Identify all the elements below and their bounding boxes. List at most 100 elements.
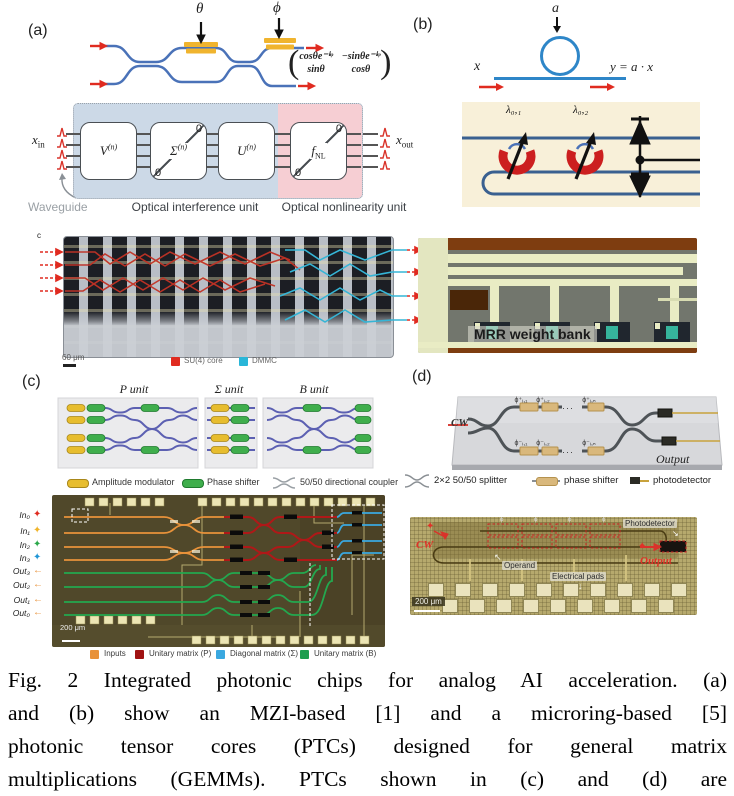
chip-c-unitary-p-traces bbox=[224, 516, 337, 561]
matrix-block-v: V(n) bbox=[80, 122, 137, 180]
phase-shifter-legend-label: phase shifter bbox=[564, 475, 619, 486]
chip-d-cw-label: CW bbox=[416, 539, 434, 551]
panel-c-label: (c) bbox=[22, 373, 41, 390]
panel-a-label: (a) bbox=[28, 22, 48, 39]
chip-b-micrograph: MRR weight bank bbox=[418, 238, 697, 353]
chip-c-micrograph: 200 μm bbox=[52, 495, 385, 647]
directional-coupler-icon bbox=[272, 477, 296, 489]
input-star-icon: ✦ bbox=[33, 539, 42, 550]
chip-d-photodetector-label: Photodetector bbox=[623, 519, 677, 528]
chip-c-p-modulators bbox=[230, 514, 334, 562]
matrix-a12: −sinθe⁻ⁱᵠ bbox=[341, 50, 381, 62]
unitary-b-swatch bbox=[300, 650, 309, 659]
nonlinearity-unit-label: Optical nonlinearity unit bbox=[281, 200, 407, 214]
b-unit-waveguides bbox=[266, 407, 371, 451]
theta-phase-shifter-icon bbox=[184, 42, 218, 54]
lambda-01-label: λ₀,₁ bbox=[506, 104, 522, 116]
waveguide-label: Waveguide bbox=[28, 200, 88, 214]
photodetector-legend-label: photodetector bbox=[653, 475, 712, 486]
su4-core-traces bbox=[65, 251, 301, 293]
su4-core-legend-label: SU(4) core bbox=[184, 356, 223, 365]
dmmc-swatch bbox=[239, 357, 248, 366]
inputs-swatch bbox=[90, 650, 99, 659]
chip-c-input-0: In₀ ✦ bbox=[19, 509, 42, 521]
ring-input-label: x bbox=[474, 59, 481, 74]
matrix-block-u: U(n) bbox=[218, 122, 275, 180]
output-pulses-icon bbox=[380, 127, 390, 170]
p-unit-modulators bbox=[66, 404, 160, 454]
phase-top-n-label: ϕ⁺ᵢ,ₙ bbox=[582, 397, 596, 404]
output-arrow-icon: ← bbox=[33, 565, 43, 576]
ring-equation: y = a · x bbox=[610, 59, 654, 74]
phi-label: ϕ bbox=[273, 0, 281, 16]
output-arrow-icon: ← bbox=[33, 594, 43, 605]
chip-c-input-1: In₁ ✦ bbox=[20, 525, 42, 537]
panel-b-label: (b) bbox=[413, 16, 433, 33]
phase-bottom-n-label: ϕ⁻ᵢ,ₙ bbox=[582, 440, 596, 447]
operand-pointer-icon: ↖ bbox=[494, 552, 502, 562]
theta-arrow-icon bbox=[196, 22, 206, 45]
phase-bottom-2-label: ϕ⁻ᵢ,₂ bbox=[536, 440, 550, 447]
diagonal-legend-label: Diagonal matrix (Σ) bbox=[230, 649, 299, 658]
mzi-schematic bbox=[90, 18, 325, 91]
chip-d-scalebar-label: 200 μm bbox=[412, 597, 445, 606]
caption-line: photonic tensor cores (PTCs) designed fo… bbox=[8, 734, 727, 758]
diagonal-swatch bbox=[216, 650, 225, 659]
matrix-close-paren: ) bbox=[380, 44, 392, 81]
chip-d-operand-label: Operand bbox=[502, 561, 538, 570]
chip-c-unitary-b-traces bbox=[64, 564, 333, 616]
chip-d-cw-marker-icon: ✦ bbox=[426, 521, 435, 532]
chip-d-operand-boxes bbox=[487, 523, 621, 549]
p-unit-header: P unit bbox=[119, 382, 149, 396]
chip-c-input-traces bbox=[64, 516, 224, 561]
chip-d-phi-mark: ϕ bbox=[500, 517, 504, 523]
x-out-label: xout bbox=[396, 132, 414, 150]
su4-core-swatch bbox=[171, 357, 180, 366]
chip-d-output-label: Output bbox=[640, 555, 672, 567]
cw-label: CW bbox=[451, 417, 469, 429]
b-unit-modulators bbox=[302, 404, 372, 454]
amplitude-modulator-label: Amplitude modulator bbox=[92, 477, 175, 487]
directional-coupler-label: 50/50 directional coupler bbox=[300, 477, 399, 487]
output-arrows-icon bbox=[298, 43, 325, 91]
output-arrow-icon: ← bbox=[33, 607, 43, 618]
gain-label: a bbox=[552, 1, 559, 16]
chip-a-corner-label: c bbox=[37, 231, 41, 240]
phase-top-1-label: ϕ⁺ᵢ,₁ bbox=[514, 397, 528, 404]
matrix-open-paren: ( bbox=[288, 44, 300, 81]
chip-c-output-3: Out₃ ← bbox=[12, 565, 43, 577]
phi-arrow-icon bbox=[274, 18, 284, 40]
chip-d-phi-mark: ϕ bbox=[534, 517, 538, 523]
photodetector-tail-icon bbox=[640, 480, 649, 482]
chip-c-scalebar-label: 200 μm bbox=[60, 623, 86, 632]
matrix-a21: sinθ bbox=[307, 64, 325, 76]
phase-shifter-label: Phase shifter bbox=[207, 477, 260, 487]
chip-d-scalebar bbox=[414, 610, 440, 612]
caption-line: multiplications (GEMMs). PTCs shown in (… bbox=[8, 767, 727, 791]
chip-c-diagonal-traces bbox=[336, 512, 382, 561]
ring-out-arrow-icon bbox=[590, 83, 615, 91]
chip-a-scalebar bbox=[63, 364, 76, 367]
chip-d-pads-label: Electrical pads bbox=[550, 572, 607, 581]
phase-top-2-label: ϕ⁺ᵢ,₂ bbox=[536, 397, 550, 404]
chip-a-overlay bbox=[40, 245, 423, 325]
phase-shifter-legend-icon bbox=[536, 477, 558, 486]
inputs-legend-label: Inputs bbox=[104, 649, 126, 658]
mrr-modulator-icon bbox=[566, 132, 604, 180]
chip-c-output-1: Out₁ ← bbox=[13, 594, 43, 606]
input-arrows-icon bbox=[90, 41, 109, 89]
chip-a-scalebar-label: 60 μm bbox=[62, 353, 85, 362]
mzi-photodetectors bbox=[657, 408, 720, 446]
top-ellipsis: ··· bbox=[562, 403, 574, 413]
dmmc-traces bbox=[279, 249, 407, 323]
input-pulses-icon bbox=[57, 127, 67, 170]
balanced-photodetector-icon bbox=[629, 116, 700, 199]
mrr-weightbank-diagram: λ₀,₁ λ₀,₂ bbox=[462, 102, 700, 207]
chip-a-input-arrows-icon bbox=[40, 247, 64, 296]
pads-pointer-icon: ↓ bbox=[578, 581, 583, 591]
mzi-modulator-schematic bbox=[448, 396, 723, 470]
gain-arrow-icon bbox=[553, 17, 561, 33]
chip-d-phi-mark: ϕ bbox=[568, 517, 572, 523]
splitter-legend-label: 2×2 50/50 splitter bbox=[434, 475, 508, 486]
